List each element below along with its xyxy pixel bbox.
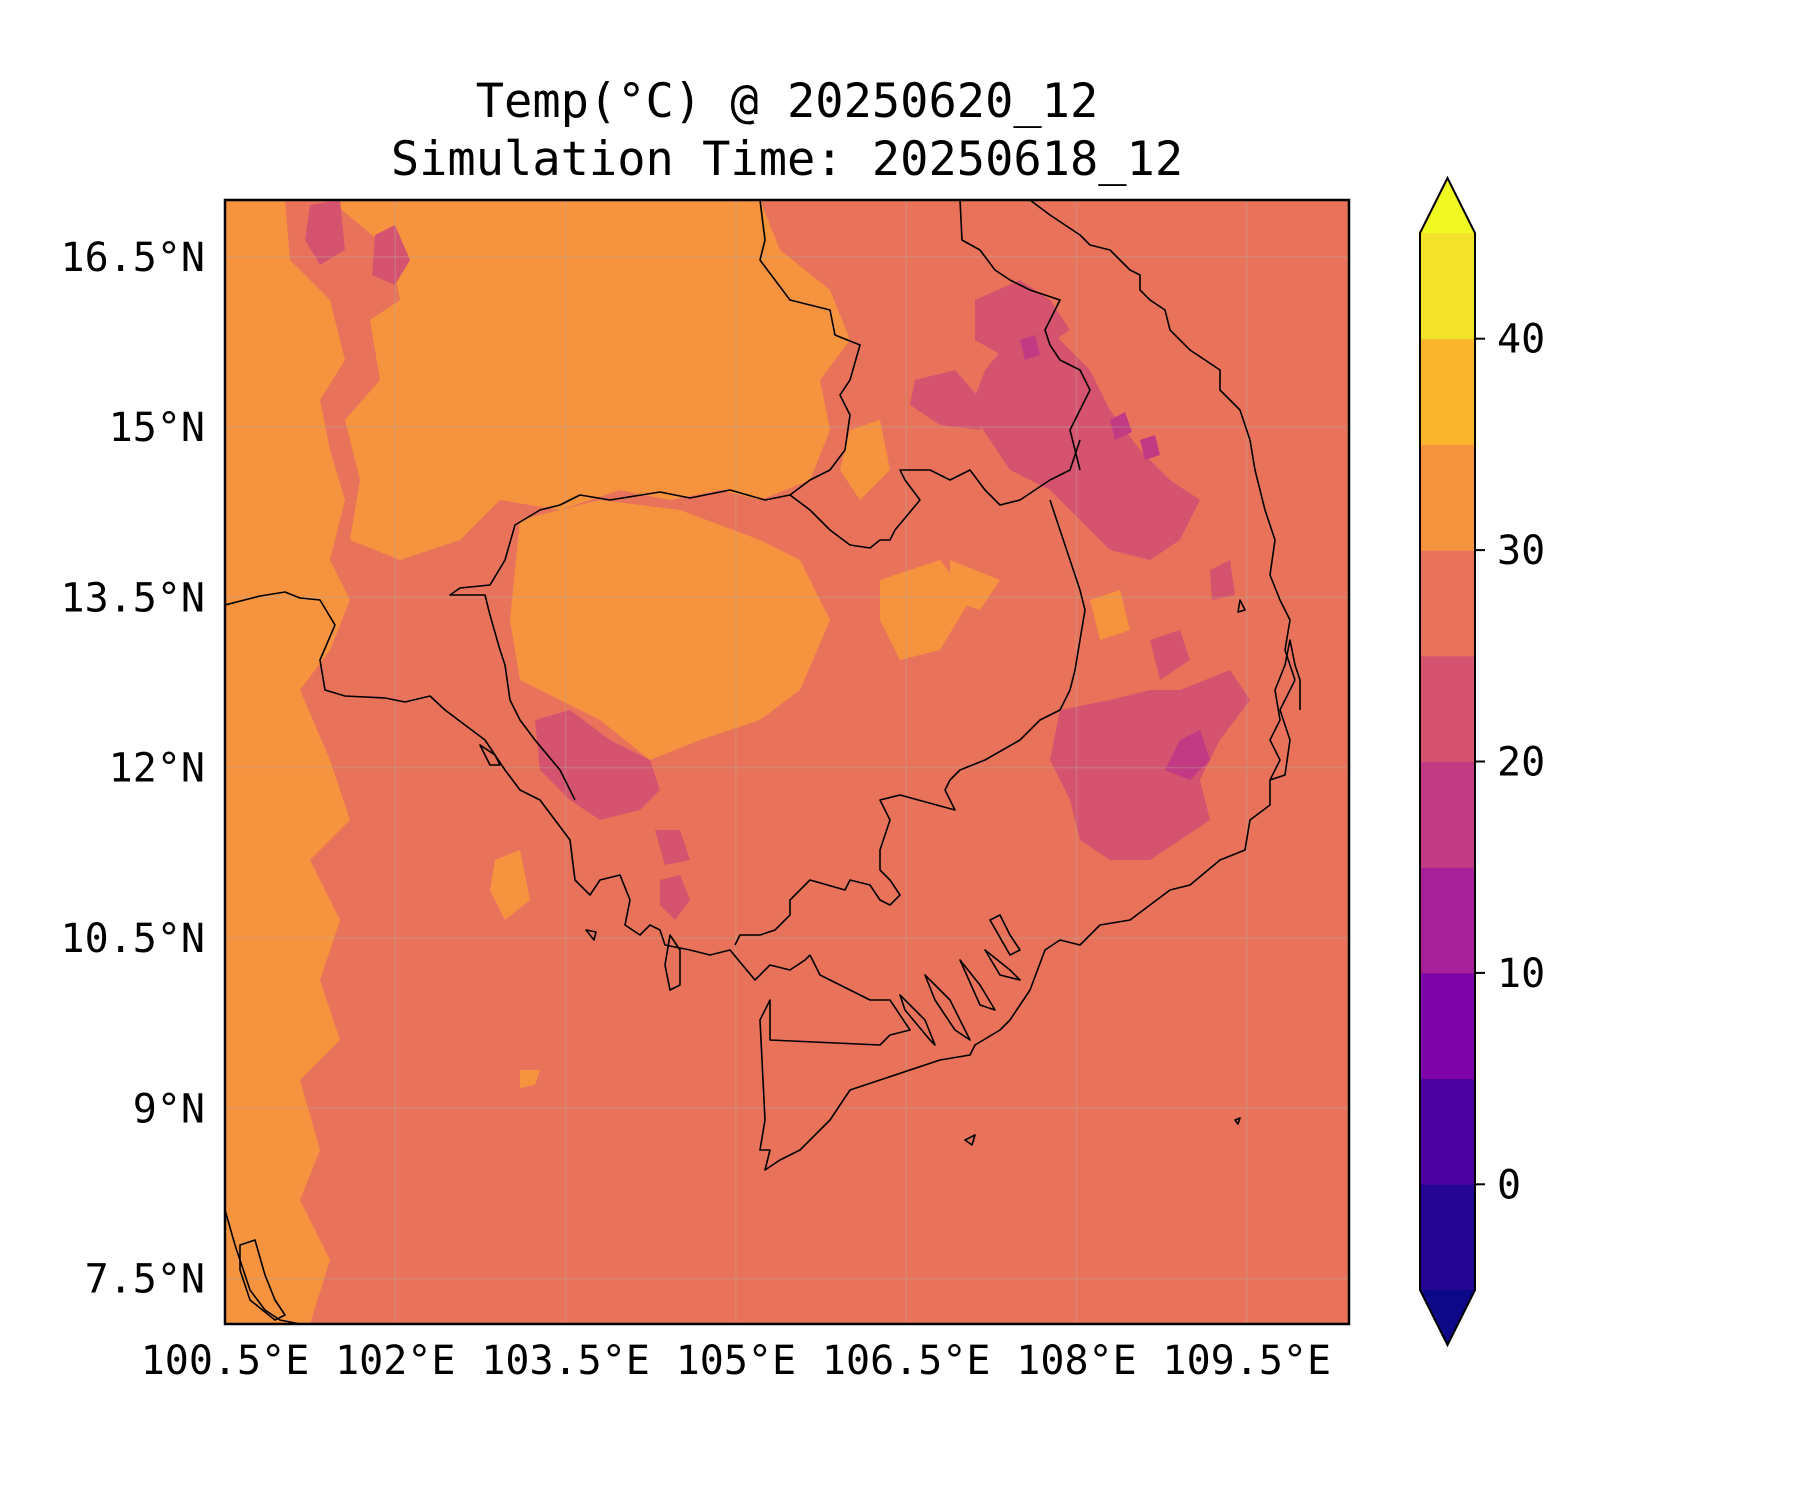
map-gridlines	[225, 200, 1349, 1324]
colorbar-extend-min	[1420, 1290, 1475, 1345]
colorbar-bin	[1420, 338, 1475, 445]
colorbar-extend-max	[1420, 178, 1475, 233]
y-tick-label: 7.5°N	[85, 1257, 205, 1303]
x-tick-label: 100.5°E	[141, 1338, 310, 1384]
colorbar-bin	[1420, 444, 1475, 551]
latitude-ticks: 16.5°N 15°N 13.5°N 12°N 10.5°N 9°N 7.5°N	[61, 235, 206, 1303]
x-tick-label: 103.5°E	[481, 1338, 650, 1384]
map-frame	[223, 198, 1351, 1326]
colorbar-tick-label: 0	[1497, 1162, 1521, 1208]
x-tick-label: 106.5°E	[822, 1338, 991, 1384]
colorbar-tick-label: 20	[1497, 740, 1545, 786]
colorbar-bin	[1420, 1184, 1475, 1291]
coastlines-and-borders	[225, 200, 1301, 1324]
y-tick-label: 16.5°N	[61, 235, 206, 281]
chart-title: Temp(°C) @ 20250620_12	[475, 74, 1099, 129]
colorbar-bin	[1420, 972, 1475, 1080]
y-tick-label: 15°N	[109, 405, 205, 451]
x-tick-label: 109.5°E	[1163, 1338, 1332, 1384]
y-tick-label: 10.5°N	[61, 916, 206, 962]
temperature-zones-30-35	[225, 200, 1130, 1324]
colorbar-bin	[1420, 550, 1475, 657]
colorbar-tick-label: 10	[1497, 951, 1545, 997]
y-tick-label: 12°N	[109, 746, 205, 792]
y-tick-label: 13.5°N	[61, 575, 206, 621]
colorbar-bin	[1420, 761, 1475, 868]
longitude-ticks: 100.5°E 102°E 103.5°E 105°E 106.5°E 108°E 109.…	[141, 1338, 1331, 1384]
map-area	[225, 200, 1349, 1324]
chart-subtitle: Simulation Time: 20250618_12	[390, 132, 1184, 187]
colorbar-outline	[1419, 175, 1476, 1348]
colorbar-bin	[1420, 1078, 1475, 1185]
temperature-zones-15-20	[1020, 335, 1210, 780]
temperature-zones-20-25	[305, 200, 1250, 920]
colorbar: 0 10 20 30 40	[1419, 175, 1545, 1348]
colorbar-bin	[1420, 655, 1475, 762]
colorbar-tick-label: 30	[1497, 528, 1545, 574]
y-tick-label: 9°N	[133, 1086, 205, 1132]
x-tick-label: 105°E	[676, 1338, 796, 1384]
colorbar-tick-label: 40	[1497, 317, 1545, 363]
colorbar-bin	[1420, 233, 1475, 340]
x-tick-label: 108°E	[1016, 1338, 1136, 1384]
x-tick-label: 102°E	[335, 1338, 455, 1384]
colorbar-bin	[1420, 867, 1475, 974]
